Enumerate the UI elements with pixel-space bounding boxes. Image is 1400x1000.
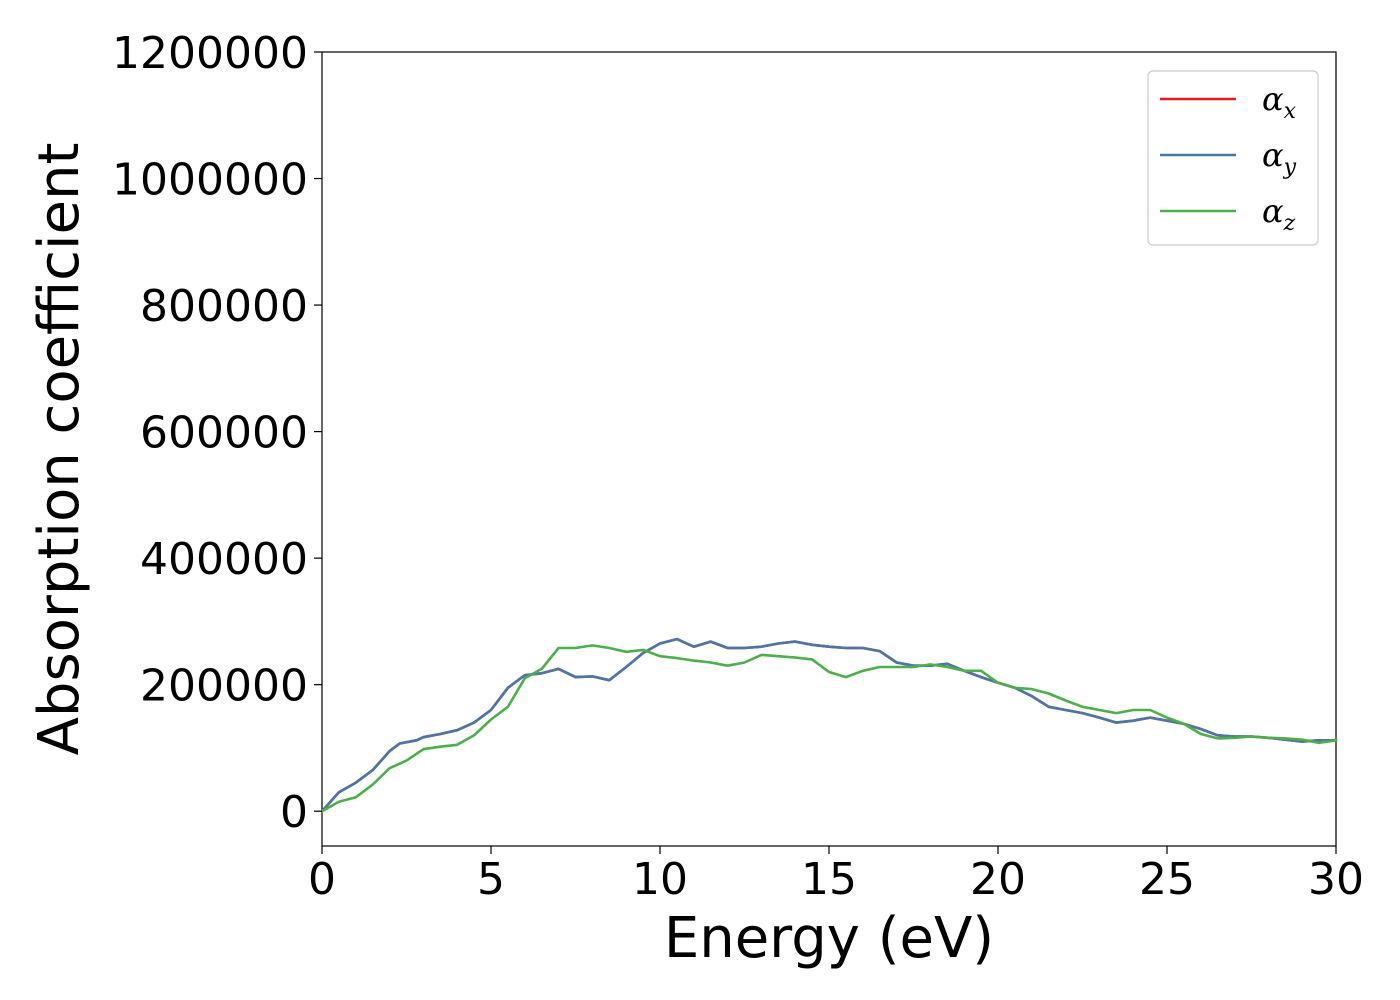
x-axis-label: Energy (eV)	[664, 906, 994, 971]
x-tick-label: 15	[801, 854, 857, 905]
legend-symbol: α	[1262, 136, 1284, 174]
tick-layer: 0 5 10 15 20 25 30 0 200000 400000 600000 800000 100…	[112, 28, 1364, 905]
series-line-alpha-z	[320, 644, 1338, 813]
series-line-alpha-y	[320, 637, 1338, 813]
legend-label-alpha-y: αy	[1262, 136, 1297, 180]
legend-box	[1147, 70, 1319, 246]
y-tick-label: 0	[280, 787, 308, 838]
x-tick-label: 10	[632, 854, 688, 905]
legend-subscript: y	[1283, 155, 1297, 180]
series-layer	[320, 637, 1338, 813]
x-tick-label: 5	[477, 854, 505, 905]
y-axis-label: Absorption coefficient	[27, 143, 92, 756]
y-tick-label: 1000000	[112, 155, 308, 206]
y-tick-label: 1200000	[112, 28, 308, 79]
legend-subscript: z	[1283, 211, 1296, 236]
legend-subscript: x	[1284, 99, 1297, 124]
x-tick-label: 30	[1308, 854, 1364, 905]
y-tick-label: 200000	[140, 661, 308, 712]
y-tick-label: 800000	[140, 281, 308, 332]
y-tick-label: 400000	[140, 534, 308, 585]
legend-symbol: α	[1262, 192, 1284, 230]
x-tick-label: 25	[1139, 854, 1195, 905]
x-tick-label: 20	[970, 854, 1026, 905]
legend-symbol: α	[1262, 80, 1284, 118]
x-tick-label: 0	[308, 854, 336, 905]
y-tick-label: 600000	[140, 408, 308, 459]
legend-label-alpha-x: αx	[1262, 80, 1297, 124]
legend-label-alpha-z: αz	[1262, 192, 1296, 236]
